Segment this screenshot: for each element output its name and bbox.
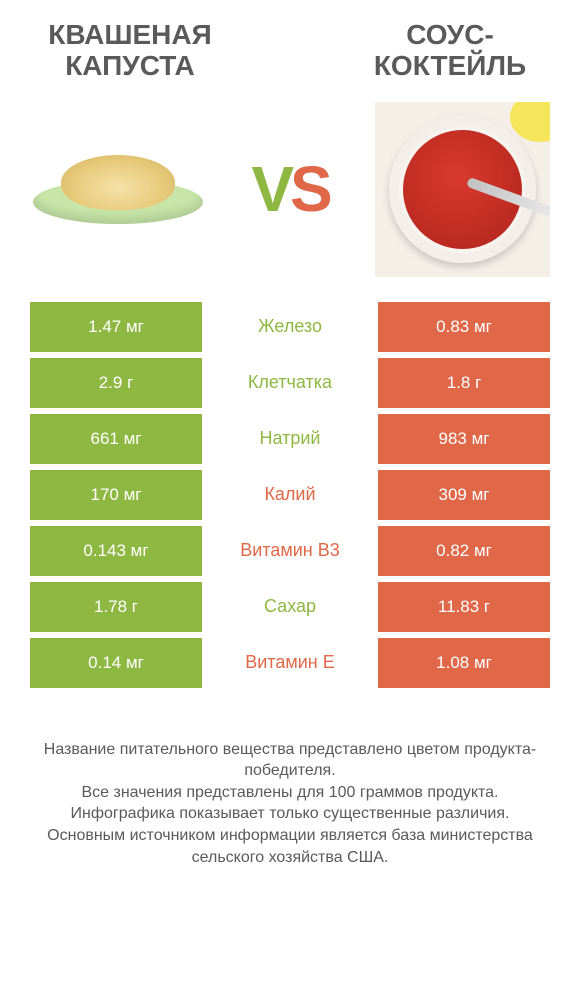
nutrient-label: Витамин B3 [202, 526, 378, 576]
left-title: КВАШЕНАЯ КАПУСТА [30, 20, 230, 82]
nutrient-label: Сахар [202, 582, 378, 632]
nutrition-row: 661 мгНатрий983 мг [30, 414, 550, 464]
sauce-image [375, 102, 550, 277]
left-value: 661 мг [30, 414, 202, 464]
nutrient-label: Калий [202, 470, 378, 520]
nutrient-label: Клетчатка [202, 358, 378, 408]
footer-line: Инфографика показывает только существенн… [20, 803, 560, 825]
right-value: 1.8 г [378, 358, 550, 408]
left-value: 1.47 мг [30, 302, 202, 352]
left-value: 2.9 г [30, 358, 202, 408]
footer-line: Основным источником информации является … [20, 825, 560, 868]
nutrient-label: Натрий [202, 414, 378, 464]
right-value: 1.08 мг [378, 638, 550, 688]
vs-letter-s: S [290, 153, 329, 225]
right-title: СОУС-КОКТЕЙЛЬ [350, 20, 550, 82]
nutrition-row: 1.47 мгЖелезо0.83 мг [30, 302, 550, 352]
nutrition-row: 0.14 мгВитамин E1.08 мг [30, 638, 550, 688]
left-value: 170 мг [30, 470, 202, 520]
nutrition-row: 0.143 мгВитамин B30.82 мг [30, 526, 550, 576]
sauerkraut-image [30, 102, 205, 277]
footer-line: Название питательного вещества представл… [20, 739, 560, 782]
vs-letter-v: V [251, 153, 290, 225]
nutrition-table: 1.47 мгЖелезо0.83 мг 2.9 гКлетчатка1.8 г 6… [0, 302, 580, 688]
nutrition-row: 2.9 гКлетчатка1.8 г [30, 358, 550, 408]
footer-line: Все значения представлены для 100 граммо… [20, 782, 560, 804]
right-value: 11.83 г [378, 582, 550, 632]
nutrition-row: 1.78 гСахар11.83 г [30, 582, 550, 632]
footer-notes: Название питательного вещества представл… [0, 694, 580, 869]
header: КВАШЕНАЯ КАПУСТА СОУС-КОКТЕЙЛЬ [0, 0, 580, 92]
left-value: 0.143 мг [30, 526, 202, 576]
nutrition-row: 170 мгКалий309 мг [30, 470, 550, 520]
right-value: 309 мг [378, 470, 550, 520]
right-value: 0.83 мг [378, 302, 550, 352]
right-value: 983 мг [378, 414, 550, 464]
left-value: 0.14 мг [30, 638, 202, 688]
nutrient-label: Железо [202, 302, 378, 352]
right-value: 0.82 мг [378, 526, 550, 576]
images-row: VS [0, 92, 580, 302]
vs-badge: VS [251, 152, 328, 226]
left-value: 1.78 г [30, 582, 202, 632]
nutrient-label: Витамин E [202, 638, 378, 688]
